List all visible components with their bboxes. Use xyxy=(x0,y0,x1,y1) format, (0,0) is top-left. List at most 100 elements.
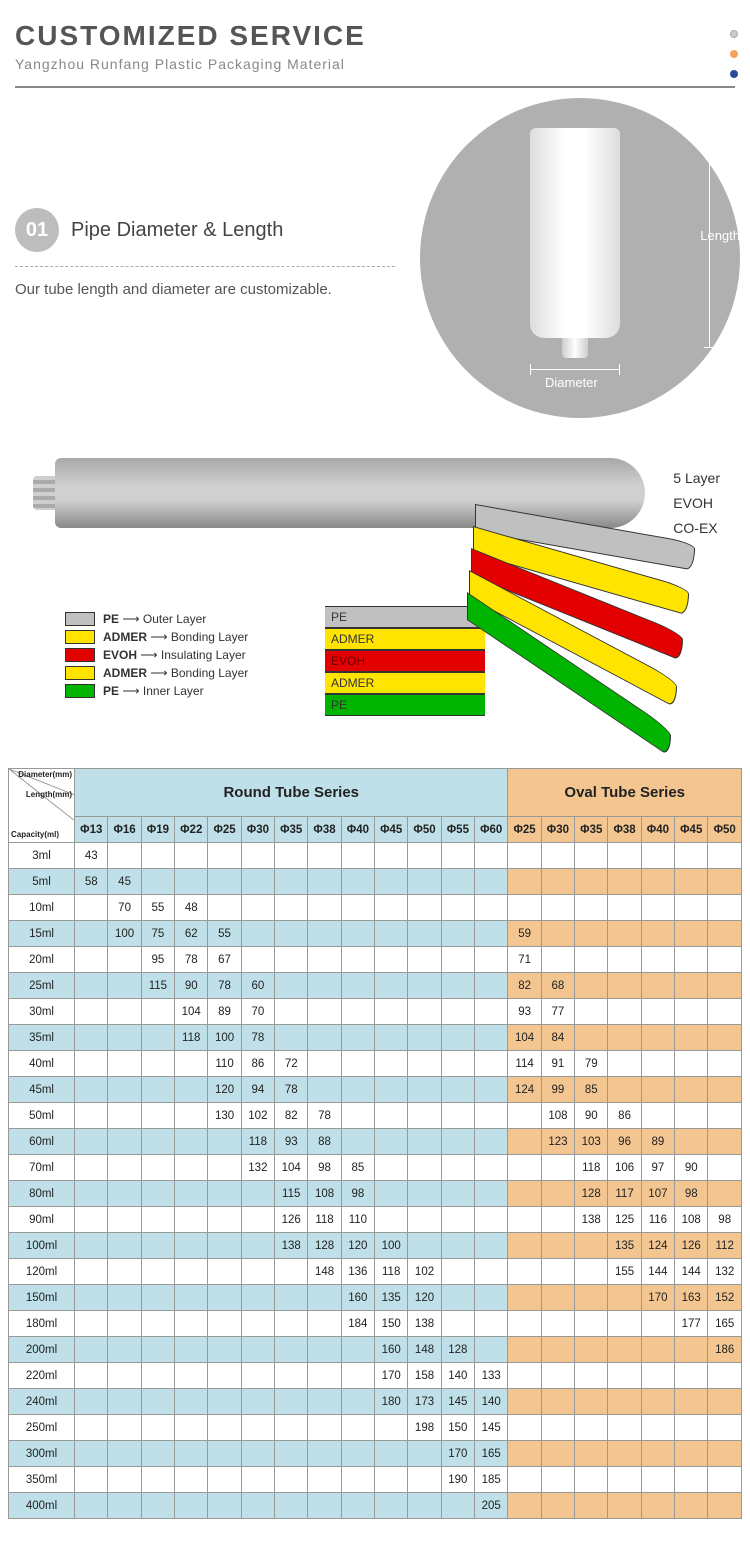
value-cell xyxy=(475,1207,508,1233)
value-cell xyxy=(675,1415,708,1441)
value-cell: 88 xyxy=(308,1129,341,1155)
capacity-cell: 45ml xyxy=(9,1077,75,1103)
value-cell xyxy=(275,1311,308,1337)
value-cell xyxy=(108,1207,141,1233)
value-cell xyxy=(641,1337,674,1363)
value-cell xyxy=(175,1233,208,1259)
col-header: Φ13 xyxy=(75,817,108,843)
legend-swatch xyxy=(65,648,95,662)
value-cell xyxy=(208,1311,241,1337)
value-cell: 96 xyxy=(608,1129,641,1155)
value-cell xyxy=(375,921,408,947)
value-cell: 150 xyxy=(441,1415,474,1441)
value-cell xyxy=(441,895,474,921)
value-cell xyxy=(575,1337,608,1363)
value-cell xyxy=(508,869,541,895)
value-cell xyxy=(441,973,474,999)
value-cell: 78 xyxy=(241,1025,274,1051)
value-cell xyxy=(508,1415,541,1441)
value-cell: 98 xyxy=(708,1207,742,1233)
value-cell xyxy=(275,869,308,895)
value-cell xyxy=(75,1129,108,1155)
value-cell xyxy=(575,999,608,1025)
value-cell xyxy=(575,1415,608,1441)
value-cell xyxy=(541,1389,574,1415)
value-cell xyxy=(708,1467,742,1493)
value-cell xyxy=(308,1051,341,1077)
value-cell xyxy=(641,1389,674,1415)
value-cell: 130 xyxy=(208,1103,241,1129)
value-cell xyxy=(275,947,308,973)
value-cell xyxy=(441,1493,474,1519)
value-cell xyxy=(675,921,708,947)
value-cell xyxy=(708,1493,742,1519)
value-cell xyxy=(175,1129,208,1155)
value-cell: 128 xyxy=(441,1337,474,1363)
value-cell: 93 xyxy=(275,1129,308,1155)
value-cell xyxy=(641,973,674,999)
value-cell xyxy=(475,1077,508,1103)
value-cell xyxy=(108,999,141,1025)
value-cell xyxy=(441,1311,474,1337)
corner-header: Diameter(mm)Length(mm)Capacity(ml) xyxy=(9,769,75,843)
value-cell xyxy=(208,1207,241,1233)
value-cell xyxy=(541,869,574,895)
col-header: Φ55 xyxy=(441,817,474,843)
value-cell xyxy=(375,1207,408,1233)
value-cell xyxy=(675,1103,708,1129)
value-cell xyxy=(175,1337,208,1363)
value-cell: 173 xyxy=(408,1389,441,1415)
value-cell: 120 xyxy=(341,1233,374,1259)
value-cell xyxy=(708,921,742,947)
value-cell: 108 xyxy=(308,1181,341,1207)
capacity-cell: 120ml xyxy=(9,1259,75,1285)
page-title: CUSTOMIZED SERVICE xyxy=(15,20,735,52)
value-cell xyxy=(508,843,541,869)
value-cell xyxy=(241,1285,274,1311)
capacity-cell: 180ml xyxy=(9,1311,75,1337)
value-cell xyxy=(75,1337,108,1363)
layer-legend: PE ⟶ Outer LayerADMER ⟶ Bonding LayerEVO… xyxy=(65,608,248,702)
value-cell xyxy=(308,895,341,921)
value-cell xyxy=(75,1467,108,1493)
value-cell xyxy=(641,999,674,1025)
layer-fan xyxy=(315,504,695,674)
value-cell: 100 xyxy=(108,921,141,947)
value-cell xyxy=(608,947,641,973)
value-cell xyxy=(408,1207,441,1233)
value-cell xyxy=(708,1103,742,1129)
value-cell xyxy=(208,1181,241,1207)
value-cell xyxy=(508,1129,541,1155)
capacity-cell: 70ml xyxy=(9,1155,75,1181)
value-cell: 126 xyxy=(675,1233,708,1259)
value-cell xyxy=(708,1025,742,1051)
capacity-cell: 400ml xyxy=(9,1493,75,1519)
col-header: Φ60 xyxy=(475,817,508,843)
value-cell xyxy=(375,1467,408,1493)
value-cell xyxy=(675,1129,708,1155)
value-cell xyxy=(375,1493,408,1519)
value-cell xyxy=(408,1467,441,1493)
value-cell xyxy=(675,843,708,869)
value-cell xyxy=(175,1207,208,1233)
value-cell xyxy=(641,1103,674,1129)
value-cell xyxy=(241,869,274,895)
value-cell xyxy=(141,1077,174,1103)
value-cell xyxy=(475,843,508,869)
capacity-cell: 35ml xyxy=(9,1025,75,1051)
value-cell xyxy=(641,1311,674,1337)
value-cell: 75 xyxy=(141,921,174,947)
value-cell xyxy=(608,1493,641,1519)
capacity-cell: 40ml xyxy=(9,1051,75,1077)
value-cell xyxy=(708,1389,742,1415)
value-cell: 90 xyxy=(575,1103,608,1129)
value-cell: 132 xyxy=(708,1259,742,1285)
capacity-cell: 150ml xyxy=(9,1285,75,1311)
value-cell xyxy=(241,1415,274,1441)
accent-dots xyxy=(730,30,738,78)
capacity-cell: 90ml xyxy=(9,1207,75,1233)
value-cell xyxy=(608,895,641,921)
value-cell xyxy=(241,1441,274,1467)
value-cell xyxy=(75,1181,108,1207)
value-cell xyxy=(541,1337,574,1363)
